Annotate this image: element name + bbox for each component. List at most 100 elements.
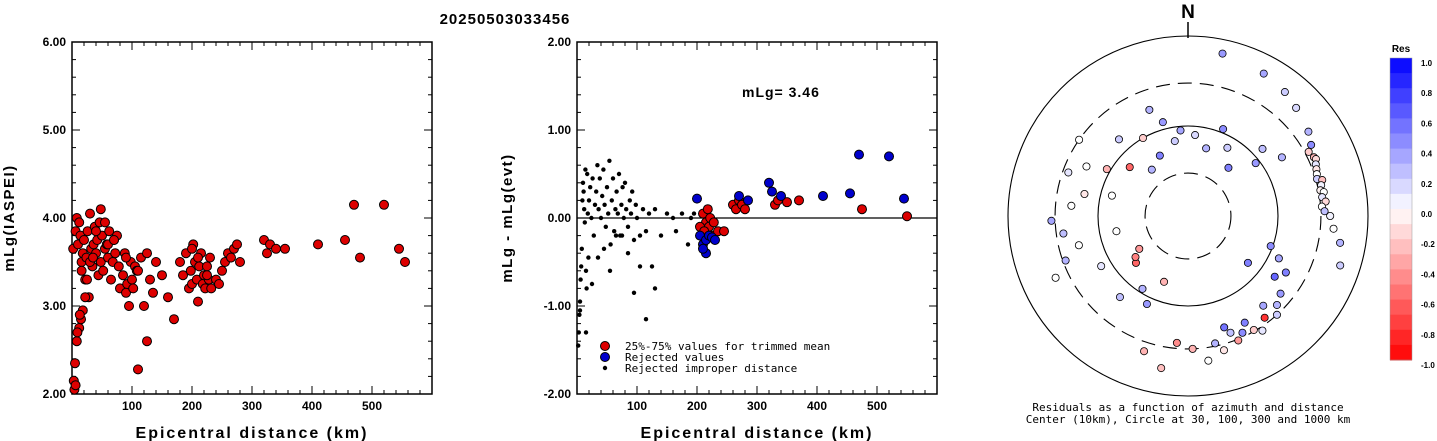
residual-point — [1160, 277, 1169, 286]
data-point — [202, 270, 212, 281]
improper-distance-point — [601, 167, 606, 172]
north-label: N — [1181, 2, 1195, 23]
colorbar-swatch — [1390, 133, 1412, 150]
legend-marker-trimmed-mean — [600, 341, 610, 351]
improper-distance-point — [643, 317, 649, 322]
improper-distance-point — [580, 198, 585, 203]
improper-distance-point — [577, 312, 582, 317]
data-point — [340, 235, 350, 245]
x-tick-label: 300 — [242, 399, 262, 413]
residual-point — [1191, 131, 1200, 140]
residual-point — [1064, 168, 1073, 177]
colorbar-swatch — [1390, 88, 1412, 104]
residual-point — [1082, 162, 1091, 171]
polar-caption-line1: Residuals as a function of azimuth and d… — [1032, 401, 1343, 414]
residual-point — [1243, 258, 1252, 267]
improper-distance-point — [624, 207, 629, 212]
improper-distance-point — [627, 198, 632, 203]
residual-point — [1292, 103, 1301, 112]
residual-point — [1272, 310, 1281, 319]
data-point — [202, 261, 212, 272]
legend-label-rejected-values: Rejected values — [625, 351, 724, 364]
data-point — [226, 252, 236, 263]
improper-distance-point — [652, 286, 658, 291]
data-point — [133, 265, 143, 276]
improper-distance-point — [591, 233, 596, 238]
improper-distance-point — [604, 185, 610, 190]
residual-point — [1140, 347, 1149, 356]
rejected-point — [845, 188, 855, 199]
improper-distance-point — [658, 233, 664, 238]
residual-point — [1102, 165, 1111, 174]
improper-distance-point — [586, 255, 591, 260]
residual-point — [1266, 242, 1275, 251]
data-point — [124, 301, 134, 311]
data-point — [142, 336, 152, 347]
improper-distance-point — [577, 299, 583, 304]
residual-point — [1219, 125, 1228, 134]
residual-point — [1336, 261, 1345, 270]
x-tick-label: 500 — [362, 399, 382, 413]
chart2-points — [576, 149, 912, 348]
y-tick-label: 2.00 — [548, 35, 572, 49]
improper-distance-point — [586, 198, 592, 203]
data-point — [169, 314, 179, 325]
data-point — [127, 274, 137, 285]
improper-distance-point — [620, 185, 625, 190]
improper-distance-point — [580, 180, 586, 185]
data-point — [355, 252, 365, 263]
improper-distance-point — [582, 207, 587, 212]
data-point — [349, 199, 359, 210]
improper-distance-point — [670, 215, 676, 221]
colorbar-tick-label: -0.2 — [1421, 240, 1435, 249]
residual-point — [1080, 189, 1089, 198]
colorbar-tick-label: 0.8 — [1421, 89, 1433, 98]
data-point — [95, 204, 106, 215]
colorbar-tick-label: -0.6 — [1421, 301, 1435, 310]
residual-point — [1145, 105, 1154, 114]
rejected-point — [884, 151, 894, 162]
data-point — [139, 301, 149, 311]
rejected-point — [818, 191, 828, 201]
residual-point — [1326, 211, 1335, 220]
data-point — [88, 252, 98, 263]
improper-distance-point — [595, 255, 601, 260]
y-tick-label: -1.00 — [544, 299, 572, 313]
x-tick-label: 100 — [627, 399, 647, 413]
improper-distance-point — [616, 171, 622, 177]
improper-distance-point — [607, 268, 613, 273]
residual-point — [1320, 207, 1329, 216]
trimmed-mean-point — [794, 195, 804, 206]
colorbar-tick-label: 0.6 — [1421, 119, 1433, 128]
data-point — [133, 364, 143, 375]
data-point — [271, 243, 281, 254]
chart1-frame — [71, 41, 433, 395]
data-point — [151, 257, 161, 267]
data-point — [80, 292, 91, 303]
data-point — [379, 199, 389, 210]
rejected-point — [698, 243, 708, 254]
residual-colorbar: Res 1.0 0.8 0.6 0.4 0.2 0.0 -0.2 -0.4 -0.6 -0.8 -1… — [1389, 44, 1435, 370]
data-point — [400, 257, 410, 267]
data-point — [178, 270, 188, 281]
improper-distance-point — [614, 189, 619, 194]
ring-30km — [1144, 172, 1232, 260]
data-point — [193, 296, 203, 307]
data-point — [214, 279, 224, 289]
improper-distance-point — [584, 286, 589, 291]
colorbar-swatch — [1390, 73, 1412, 89]
data-point — [128, 283, 139, 294]
residual-point — [1139, 134, 1148, 143]
residual-point — [1114, 135, 1123, 144]
data-point — [217, 265, 227, 276]
improper-distance-point — [589, 281, 595, 287]
data-point — [394, 243, 404, 254]
residual-point — [1277, 153, 1286, 162]
improper-distance-point — [619, 233, 625, 238]
colorbar-frame — [1389, 57, 1413, 361]
colorbar-swatch — [1390, 178, 1412, 195]
rejected-point — [734, 191, 744, 201]
chart2-legend: 25%-75% values for trimmed mean Rejected… — [600, 340, 830, 375]
improper-distance-point — [606, 211, 611, 216]
